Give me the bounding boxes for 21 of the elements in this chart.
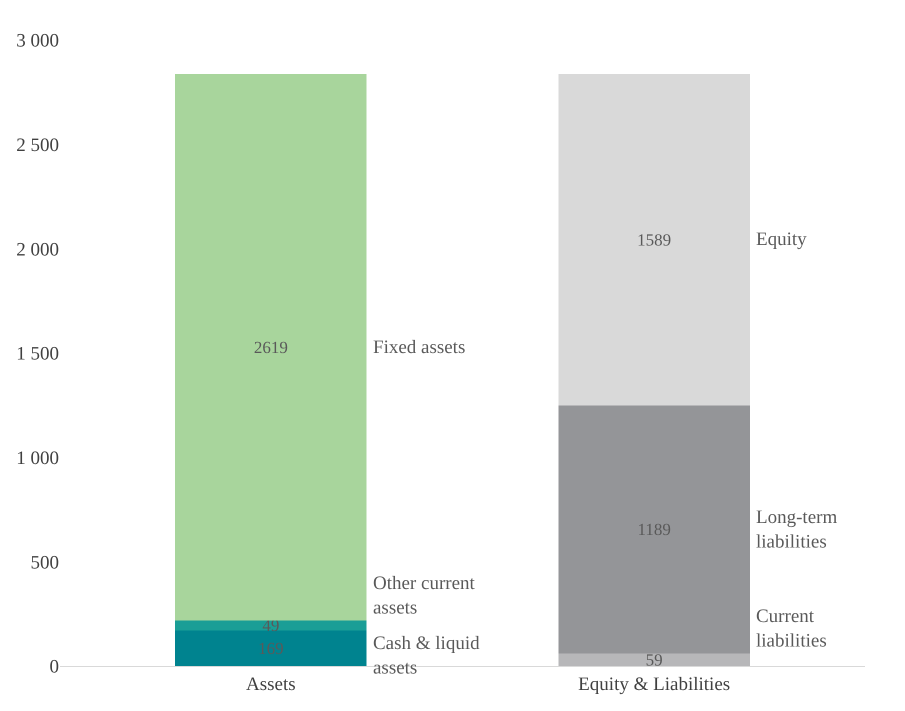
data-label: 49	[262, 616, 280, 636]
y-tick-label: 1 500	[16, 344, 59, 365]
y-tick-label: 500	[30, 552, 59, 574]
y-tick-label: 2 500	[16, 134, 59, 156]
data-label: 2619	[254, 338, 288, 357]
x-tick-label: Equity & Liabilities	[578, 674, 730, 695]
y-tick-label: 2 000	[16, 239, 59, 260]
data-label: 169	[258, 638, 284, 658]
y-tick-label: 3 000	[16, 30, 59, 52]
series-label: Fixed assets	[373, 337, 466, 358]
y-tick-label: 0	[50, 656, 59, 678]
series-label: Cash & liquid assets	[373, 633, 480, 679]
series-label: Current liabilities	[756, 606, 827, 652]
series-label: Long-term liabilities	[756, 507, 838, 553]
y-tick-label: 1 000	[16, 448, 59, 469]
data-label: 59	[646, 650, 663, 670]
series-label: Equity	[756, 229, 808, 250]
x-tick-label: Assets	[246, 674, 296, 695]
data-label: 1589	[637, 230, 672, 250]
data-label: 1189	[637, 520, 671, 540]
series-label: Other current assets	[373, 573, 476, 619]
